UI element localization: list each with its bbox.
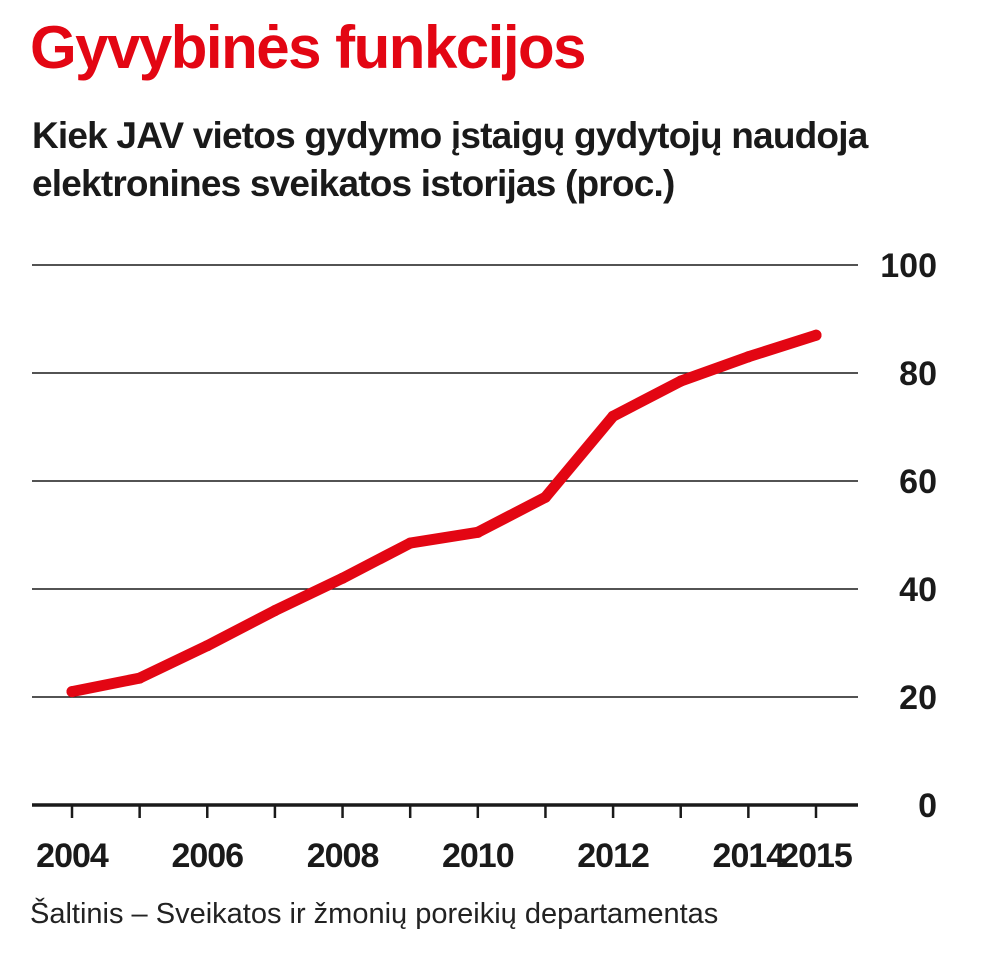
y-tick-label: 60	[899, 463, 937, 501]
data-point	[607, 410, 619, 422]
y-tick-label: 100	[880, 247, 937, 285]
y-tick-label: 20	[899, 679, 937, 717]
x-tick-label: 2004	[36, 837, 109, 875]
series-line	[66, 329, 822, 698]
source-note: Šaltinis – Sveikatos ir žmonių poreikių …	[30, 898, 719, 930]
x-tick-label: 2008	[307, 837, 379, 875]
data-point	[269, 605, 281, 617]
y-tick-label: 40	[899, 571, 937, 609]
data-point	[539, 491, 551, 503]
chart-subtitle: Kiek JAV vietos gydymo įstaigų gydytojų …	[32, 115, 868, 204]
y-axis-tick-labels: 0 20 40 60 80 100	[880, 247, 937, 825]
data-point	[337, 572, 349, 584]
x-tick-label: 2014	[713, 837, 786, 875]
chart-title: Gyvybinės funkcijos	[30, 14, 587, 81]
x-tick-label: 2012	[577, 837, 649, 875]
x-tick-label: 2010	[442, 837, 514, 875]
y-tick-label: 0	[918, 787, 937, 825]
gridlines	[32, 264, 858, 807]
x-tick-label: 2006	[171, 837, 243, 875]
data-point	[201, 640, 213, 652]
data-point	[742, 351, 754, 363]
data-point	[675, 375, 687, 387]
data-point	[134, 672, 146, 684]
y-tick-label: 80	[899, 355, 937, 393]
data-point	[472, 526, 484, 538]
series-layer	[66, 329, 822, 698]
x-tick-label: 2015	[780, 837, 852, 875]
data-point	[810, 329, 822, 341]
data-point	[66, 686, 78, 698]
data-point	[404, 537, 416, 549]
